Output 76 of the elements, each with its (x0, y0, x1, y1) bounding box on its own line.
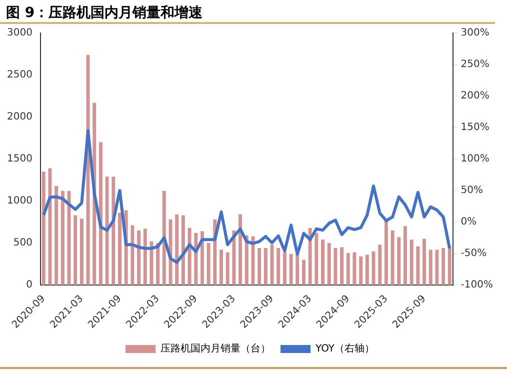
bar (130, 225, 134, 285)
bar (54, 186, 58, 285)
bar (378, 244, 382, 285)
bar (258, 248, 262, 285)
bar (226, 252, 230, 285)
bar (156, 242, 160, 285)
bar (308, 228, 312, 285)
bar (60, 190, 64, 285)
bar (118, 212, 122, 285)
bar (346, 253, 350, 285)
bar (232, 230, 236, 285)
bar (403, 226, 407, 285)
bar (175, 214, 179, 285)
bar (98, 142, 102, 285)
bar (289, 254, 293, 285)
y-tick-label: 2500 (6, 70, 32, 81)
bar (200, 231, 204, 285)
bar (264, 248, 268, 285)
y-tick-label: 3000 (6, 28, 32, 39)
y2-tick-label: 300% (460, 28, 490, 39)
bar (48, 168, 52, 285)
bar (390, 230, 394, 285)
bar (105, 176, 109, 285)
bar (442, 248, 446, 285)
chart-title: 图 9：压路机国内月销量和增速 (0, 0, 495, 24)
legend-label: 压路机国内月销量（台） (160, 342, 271, 355)
bar (448, 247, 452, 285)
bar (321, 240, 324, 285)
y2-tick-label: 250% (460, 59, 490, 70)
bar (162, 190, 166, 285)
bar (206, 242, 210, 285)
bar (188, 228, 192, 285)
bar (80, 218, 84, 285)
bar (384, 220, 388, 285)
bar (334, 248, 338, 285)
y2-tick-label: 150% (460, 122, 490, 134)
bar (410, 240, 414, 285)
y2-tick-label: 0% (460, 216, 477, 228)
bar (435, 250, 439, 285)
y-tick-label: 0 (26, 280, 32, 291)
bar (137, 230, 141, 285)
bar (238, 214, 242, 285)
bar (181, 215, 185, 285)
y-tick-label: 500 (13, 238, 32, 249)
bar (352, 252, 356, 285)
bar (150, 241, 154, 285)
bar (422, 238, 426, 285)
bar (340, 247, 344, 285)
bar (220, 250, 223, 285)
y-tick-label: 2000 (6, 112, 32, 123)
bar (327, 242, 331, 285)
bar (276, 248, 280, 285)
bar (416, 246, 420, 285)
y2-tick-label: -50% (460, 248, 487, 260)
legend-label: YOY（右轴） (314, 342, 375, 355)
y-tick-label: 1000 (6, 196, 32, 207)
y2-tick-label: 200% (460, 90, 490, 102)
y2-tick-label: 50% (460, 185, 484, 196)
bar (112, 176, 116, 285)
bar (302, 260, 306, 285)
bar (314, 232, 318, 285)
bar (365, 254, 369, 285)
bar (251, 236, 255, 285)
bar (244, 235, 248, 285)
bar (282, 252, 286, 285)
bar (74, 215, 78, 285)
bar (397, 237, 401, 285)
y2-tick-label: -100% (460, 280, 494, 291)
bar (428, 250, 432, 285)
bar (143, 228, 147, 285)
y-tick-label: 1500 (6, 154, 32, 165)
bar (194, 232, 198, 285)
bar (42, 172, 46, 285)
bar (296, 254, 300, 285)
bar (359, 256, 363, 285)
y2-tick-label: 100% (460, 154, 490, 165)
